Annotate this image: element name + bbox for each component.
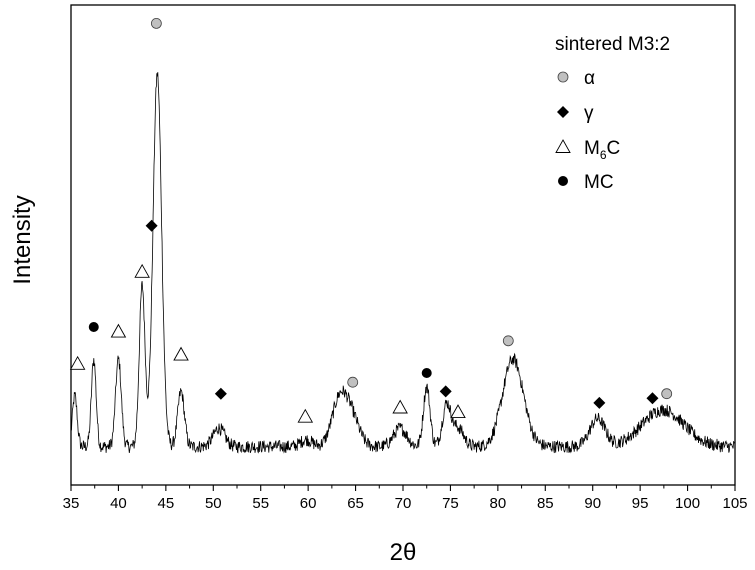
legend-marker-m6c xyxy=(555,139,571,153)
phase-marker- xyxy=(593,396,606,409)
phase-marker- xyxy=(502,335,514,347)
legend-entries: αγ M6C MC xyxy=(555,68,620,193)
x-tick-label: 70 xyxy=(395,495,412,512)
y-axis-label: Intensity xyxy=(9,195,36,284)
x-axis-label: 2θ xyxy=(390,539,417,566)
x-tick-label: 60 xyxy=(300,495,317,512)
diffraction-pattern-line xyxy=(70,72,736,454)
x-tick-label: 100 xyxy=(675,495,700,512)
phase-marker-mc xyxy=(421,368,432,378)
x-tick-label: 80 xyxy=(490,495,507,512)
phase-marker- xyxy=(214,387,227,400)
phase-marker-m6c xyxy=(110,323,127,338)
phase-markers xyxy=(69,17,673,423)
legend-label-mc: MC xyxy=(584,172,614,193)
phase-marker-m6c xyxy=(134,263,150,278)
x-axis-tick-labels: 35 40 45 50 55 60 65 70 75 80 85 90 95 100 105 xyxy=(63,495,748,512)
x-tick-label: 65 xyxy=(347,495,364,512)
x-tick-label: 35 xyxy=(63,495,80,512)
legend-marker-mc xyxy=(558,176,568,186)
legend-label-m6c: M6C xyxy=(584,138,620,162)
phase-marker-m6c xyxy=(450,404,466,419)
x-tick-label: 55 xyxy=(252,495,269,512)
x-tick-label: 105 xyxy=(722,495,747,512)
legend-label-alpha: α xyxy=(584,68,595,89)
x-tick-label: 95 xyxy=(632,495,649,512)
phase-marker- xyxy=(150,17,162,29)
x-tick-label: 90 xyxy=(584,495,601,512)
phase-marker-m6c xyxy=(69,355,86,370)
phase-marker- xyxy=(661,388,673,400)
x-tick-label: 40 xyxy=(110,495,127,512)
x-axis-ticks xyxy=(70,485,736,491)
legend-marker-gamma xyxy=(557,106,569,118)
legend: sintered M3:2 αγ M6C MC xyxy=(555,34,670,193)
phase-marker-m6c xyxy=(173,346,189,361)
x-tick-label: 50 xyxy=(205,495,222,512)
x-tick-label: 45 xyxy=(158,495,175,512)
phase-marker- xyxy=(347,376,359,388)
x-tick-label: 75 xyxy=(442,495,459,512)
legend-label-gamma: γ xyxy=(584,103,594,124)
phase-marker-mc xyxy=(88,322,99,332)
phase-marker- xyxy=(439,385,452,398)
legend-title: sintered M3:2 xyxy=(555,34,670,55)
legend-marker-alpha xyxy=(557,71,569,83)
phase-marker-m6c xyxy=(297,408,314,423)
phase-marker- xyxy=(646,392,659,405)
x-tick-label: 85 xyxy=(537,495,554,512)
phase-marker-m6c xyxy=(392,399,408,414)
phase-marker- xyxy=(145,219,158,232)
